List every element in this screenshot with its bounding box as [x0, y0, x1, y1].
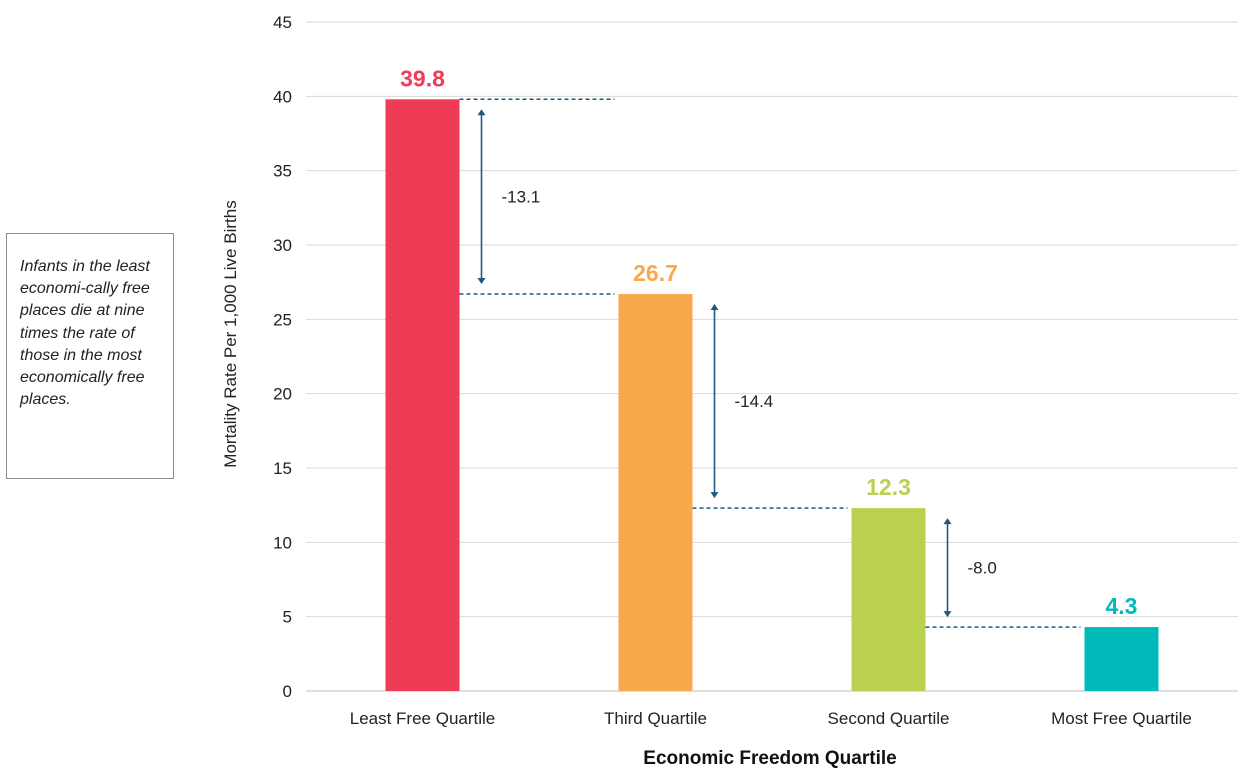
y-axis-label: Mortality Rate Per 1,000 Live Births: [221, 200, 240, 467]
annotation-note-text: Infants in the least economi-cally free …: [20, 258, 150, 409]
difference-annotations: -13.1 -14.4 -8.0: [459, 98, 1081, 628]
x-axis-ticks: Least Free Quartile Third Quartile Second …: [350, 709, 1192, 728]
difference-label: -13.1: [502, 188, 541, 207]
x-tick-label: Third Quartile: [604, 709, 707, 728]
x-tick-label: Most Free Quartile: [1051, 709, 1192, 728]
bar-value-label: 4.3: [1106, 593, 1138, 619]
bars: [385, 99, 1159, 692]
bar: [1084, 627, 1159, 691]
annotation-note-box: Infants in the least economi-cally free …: [6, 233, 174, 479]
arrowhead-down-icon: [943, 611, 952, 618]
y-tick-label: 20: [273, 385, 292, 404]
difference-label: -8.0: [968, 559, 997, 578]
value-labels: 39.8 26.7 12.3 4.3: [400, 65, 1137, 619]
arrowhead-down-icon: [477, 278, 486, 285]
arrowhead-up-icon: [710, 304, 719, 311]
difference-label: -14.4: [735, 392, 774, 411]
x-axis-label: Economic Freedom Quartile: [643, 748, 896, 769]
y-tick-label: 0: [283, 682, 292, 701]
arrowhead-down-icon: [710, 492, 719, 499]
y-tick-label: 30: [273, 236, 292, 255]
y-tick-label: 15: [273, 459, 292, 478]
x-tick-label: Second Quartile: [828, 709, 950, 728]
bar: [618, 294, 693, 691]
x-tick-label: Least Free Quartile: [350, 709, 496, 728]
y-tick-label: 10: [273, 533, 292, 552]
y-tick-label: 40: [273, 87, 292, 106]
y-tick-label: 5: [283, 608, 292, 627]
gridlines: [306, 21, 1238, 692]
arrowhead-up-icon: [943, 518, 952, 525]
bar: [385, 99, 460, 692]
arrowhead-up-icon: [477, 109, 486, 116]
bar-value-label: 39.8: [400, 65, 445, 91]
y-tick-label: 45: [273, 13, 292, 32]
bar-value-label: 12.3: [866, 474, 911, 500]
bar-value-label: 26.7: [633, 260, 678, 286]
y-tick-label: 25: [273, 310, 292, 329]
bar: [851, 508, 926, 691]
y-tick-label: 35: [273, 162, 292, 181]
y-axis-ticks: 0 5 10 15 20 25 30 35 40 45: [273, 13, 292, 701]
